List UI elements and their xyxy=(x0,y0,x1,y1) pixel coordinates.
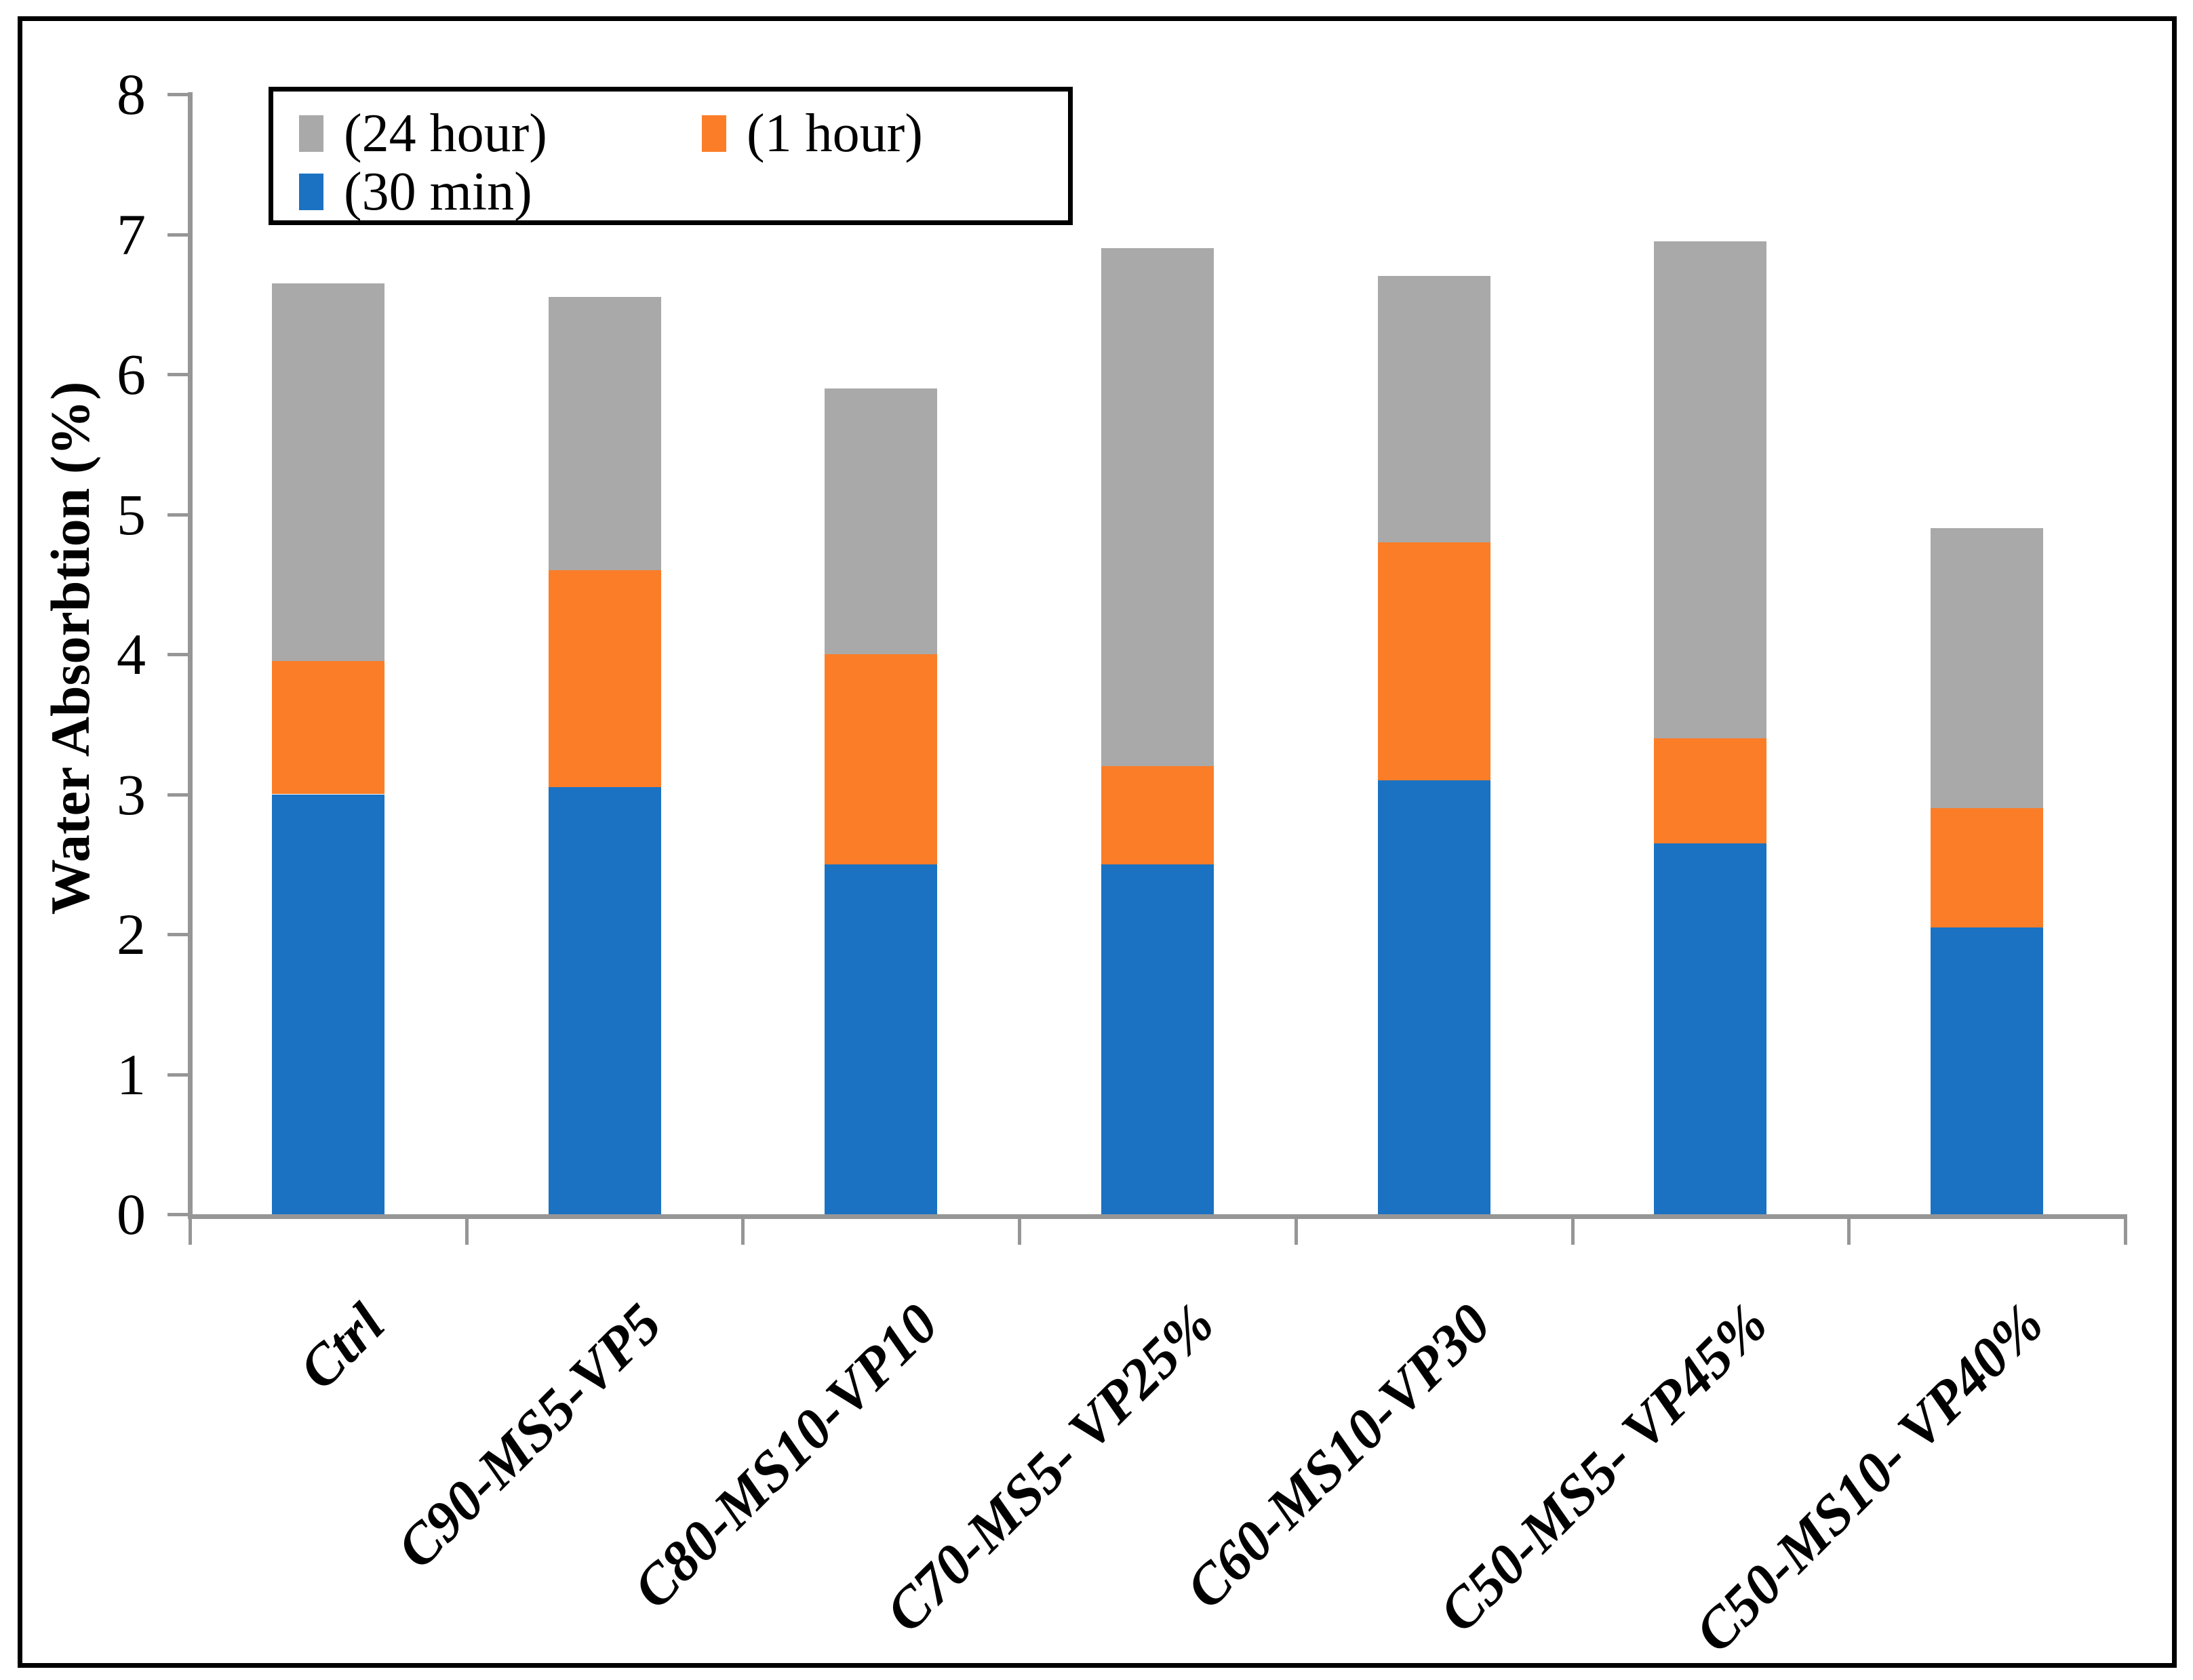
y-tick xyxy=(167,1073,189,1077)
bar-segment-24-hour-C80-MS10-VP10 xyxy=(825,388,938,654)
x-axis-line xyxy=(188,1214,2127,1219)
y-tick xyxy=(167,653,189,656)
bar-segment-30-min-C60-MS10-VP30 xyxy=(1377,780,1490,1214)
bar-segment-30-min-C90-MS5-VP5 xyxy=(548,787,661,1214)
bar-segment-1-hour-C80-MS10-VP10 xyxy=(825,654,938,864)
bar-segment-24-hour-C50-MS5- VP45% xyxy=(1654,241,1767,738)
bar-segment-24-hour-C60-MS10-VP30 xyxy=(1377,276,1490,542)
y-tick-label: 5 xyxy=(117,481,146,547)
y-tick-label: 3 xyxy=(117,761,146,827)
bar-segment-30-min-C50-MS5- VP45% xyxy=(1654,843,1767,1214)
x-tick xyxy=(2124,1214,2127,1245)
x-tick xyxy=(189,1214,192,1245)
y-tick xyxy=(167,933,189,936)
x-tick xyxy=(465,1214,469,1245)
y-tick xyxy=(167,1213,189,1216)
y-axis-line xyxy=(188,92,193,1219)
y-tick xyxy=(167,373,189,376)
y-tick xyxy=(167,93,189,96)
bar-segment-30-min-C50-MS10- VP40% xyxy=(1931,927,2044,1214)
y-tick-label: 0 xyxy=(117,1182,146,1247)
y-tick-label: 2 xyxy=(117,902,146,967)
legend-swatch-1-hour-icon xyxy=(702,115,726,152)
bar-segment-24-hour-C70-MS5- VP25% xyxy=(1101,248,1214,767)
legend-label-1-hour: (1 hour) xyxy=(747,104,923,163)
legend-swatch-24-hour-icon xyxy=(299,115,323,152)
bar-segment-24-hour-Ctrl xyxy=(271,283,384,662)
y-tick-label: 4 xyxy=(117,622,146,687)
x-tick xyxy=(1294,1214,1298,1245)
legend: (24 hour) (1 hour) (30 min) xyxy=(269,87,1073,225)
y-tick xyxy=(167,513,189,517)
y-tick-label: 8 xyxy=(117,62,146,127)
bar-segment-1-hour-C50-MS5- VP45% xyxy=(1654,738,1767,843)
bar-segment-30-min-C80-MS10-VP10 xyxy=(825,864,938,1214)
legend-swatch-30-min-icon xyxy=(299,174,323,210)
legend-item-30-min: (30 min) xyxy=(299,165,532,219)
bar-segment-24-hour-C50-MS10- VP40% xyxy=(1931,528,2044,809)
bar-segment-1-hour-C50-MS10- VP40% xyxy=(1931,808,2044,927)
x-tick xyxy=(1018,1214,1022,1245)
x-tick xyxy=(1847,1214,1851,1245)
x-tick xyxy=(1570,1214,1575,1245)
y-tick-label: 6 xyxy=(117,342,146,407)
bar-segment-1-hour-Ctrl xyxy=(271,661,384,795)
y-tick xyxy=(167,793,189,797)
y-tick-label: 7 xyxy=(117,201,146,267)
bar-segment-1-hour-C90-MS5-VP5 xyxy=(548,570,661,788)
bar-segment-1-hour-C70-MS5- VP25% xyxy=(1101,766,1214,864)
x-tick xyxy=(741,1214,745,1245)
legend-label-30-min: (30 min) xyxy=(344,162,532,222)
y-tick-label: 1 xyxy=(117,1041,146,1107)
legend-item-1-hour: (1 hour) xyxy=(702,106,923,161)
bar-segment-24-hour-C90-MS5-VP5 xyxy=(548,297,661,571)
legend-item-24-hour: (24 hour) xyxy=(299,106,547,161)
chart-frame xyxy=(18,16,2177,1668)
bar-segment-1-hour-C60-MS10-VP30 xyxy=(1377,542,1490,780)
bar-segment-30-min-Ctrl xyxy=(271,794,384,1214)
legend-label-24-hour: (24 hour) xyxy=(344,104,547,163)
y-tick xyxy=(167,233,189,237)
bar-segment-30-min-C70-MS5- VP25% xyxy=(1101,864,1214,1214)
